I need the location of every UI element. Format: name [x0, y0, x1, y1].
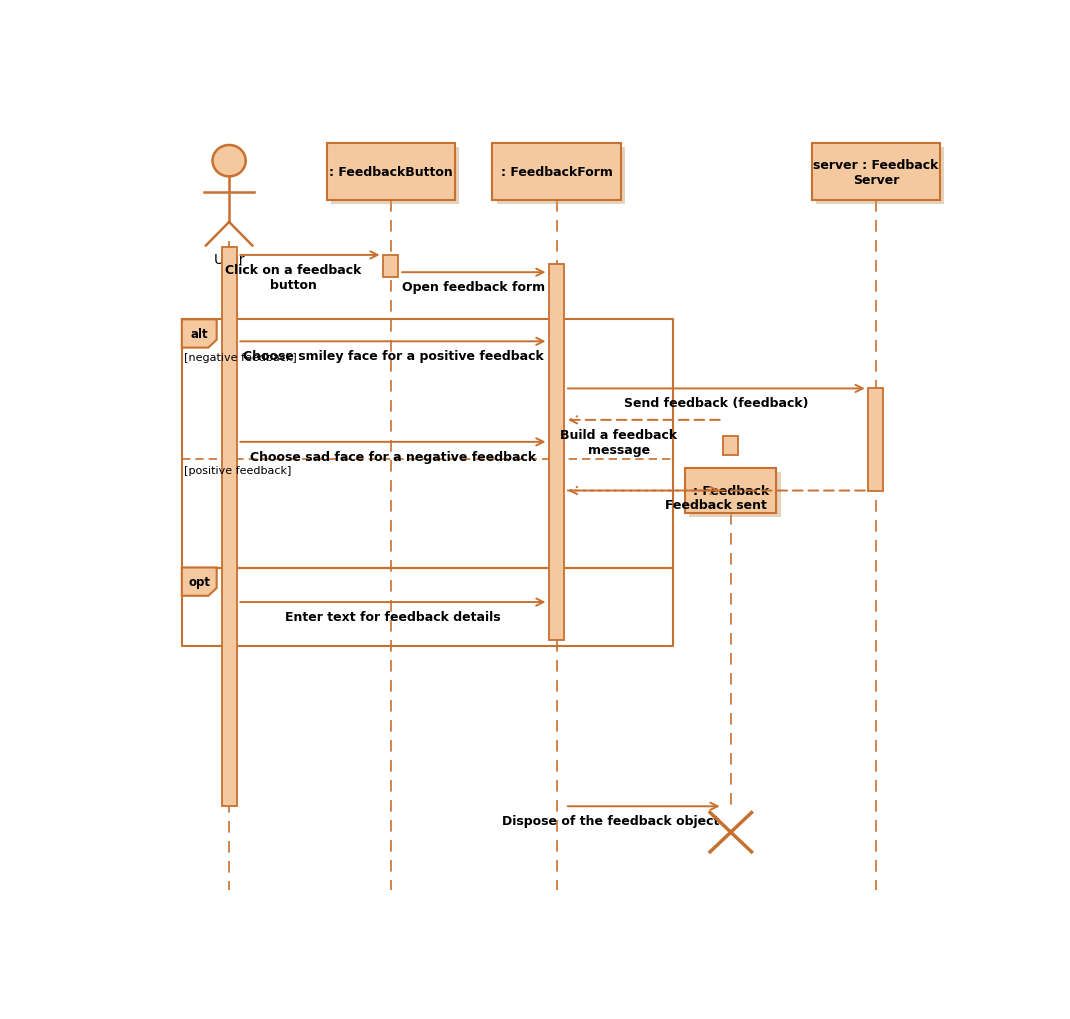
Text: : Feedback: : Feedback	[692, 485, 769, 497]
Text: Dispose of the feedback object: Dispose of the feedback object	[502, 814, 719, 827]
FancyBboxPatch shape	[812, 145, 941, 201]
FancyBboxPatch shape	[383, 256, 398, 277]
FancyBboxPatch shape	[496, 148, 625, 205]
Text: Choose smiley face for a positive feedback: Choose smiley face for a positive feedba…	[243, 350, 544, 363]
FancyBboxPatch shape	[549, 265, 564, 640]
Text: Choose sad face for a negative feedback: Choose sad face for a negative feedback	[249, 450, 536, 464]
Polygon shape	[182, 320, 216, 348]
FancyBboxPatch shape	[331, 148, 459, 205]
Text: User: User	[213, 253, 245, 267]
FancyBboxPatch shape	[492, 145, 621, 201]
FancyBboxPatch shape	[869, 389, 884, 491]
Text: Build a feedback
message: Build a feedback message	[561, 428, 677, 457]
Circle shape	[213, 146, 246, 177]
Text: Open feedback form: Open feedback form	[402, 281, 546, 293]
Text: server : Feedback
Server: server : Feedback Server	[813, 159, 938, 186]
Polygon shape	[182, 568, 216, 596]
Text: Click on a feedback
button: Click on a feedback button	[225, 264, 362, 291]
Text: [positive feedback]: [positive feedback]	[184, 466, 292, 476]
FancyBboxPatch shape	[723, 436, 738, 455]
FancyBboxPatch shape	[326, 145, 455, 201]
FancyBboxPatch shape	[685, 469, 777, 514]
FancyBboxPatch shape	[689, 472, 780, 518]
Text: opt: opt	[188, 576, 211, 589]
Text: : FeedbackButton: : FeedbackButton	[328, 166, 453, 179]
Text: Feedback sent: Feedback sent	[666, 499, 767, 512]
Text: Send feedback (feedback): Send feedback (feedback)	[624, 396, 809, 410]
Text: : FeedbackForm: : FeedbackForm	[501, 166, 613, 179]
Text: alt: alt	[190, 328, 208, 340]
Text: [negative feedback]: [negative feedback]	[184, 353, 297, 363]
FancyBboxPatch shape	[815, 148, 945, 205]
FancyBboxPatch shape	[221, 248, 236, 806]
Text: Enter text for feedback details: Enter text for feedback details	[285, 610, 501, 624]
